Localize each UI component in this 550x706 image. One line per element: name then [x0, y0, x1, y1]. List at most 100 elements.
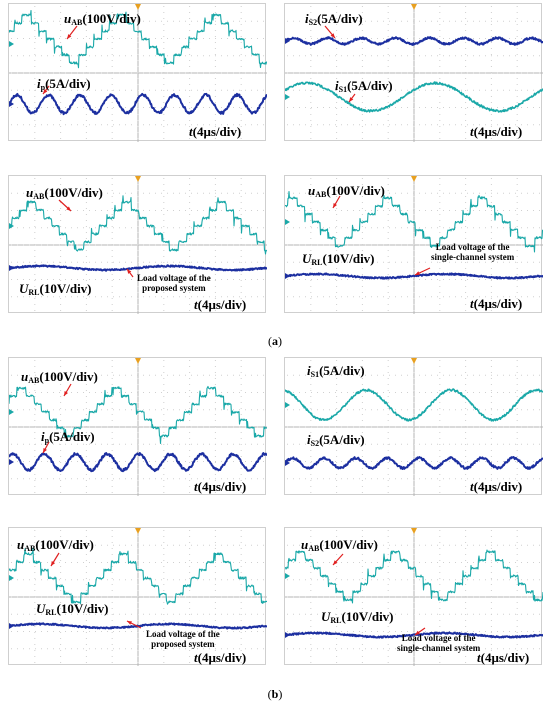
grid-dot: [209, 279, 210, 280]
grid-dot: [465, 626, 467, 627]
grid-dot: [17, 596, 18, 598]
grid-dot: [407, 544, 408, 546]
grid-dot: [465, 602, 467, 603]
grid-dot: [163, 366, 165, 367]
grid-dot: [336, 60, 338, 61]
grid-dot: [189, 372, 191, 373]
grid-dot: [359, 374, 360, 376]
grid-dot: [240, 48, 242, 49]
grid-dot: [516, 480, 518, 481]
grid-dot: [467, 631, 468, 632]
grid-dot: [491, 38, 492, 39]
grid-dot: [77, 20, 78, 22]
grid-dot: [317, 478, 318, 480]
grid-dot: [173, 124, 174, 126]
grid-dot: [179, 124, 180, 126]
grid-dot: [101, 279, 102, 280]
grid-dot: [125, 210, 126, 211]
grid-dot: [310, 396, 312, 397]
grid-dot: [516, 566, 518, 567]
grid-dot: [111, 250, 113, 251]
grid-dot: [85, 396, 87, 397]
grid-dot: [479, 244, 480, 246]
grid-dot: [240, 366, 242, 367]
grid-dot: [509, 461, 510, 462]
grid-dot: [111, 78, 113, 79]
grid-dot: [539, 392, 540, 393]
grid-dot: [60, 614, 62, 615]
grid-dot: [179, 562, 180, 563]
grid-dot: [35, 20, 36, 22]
grid-dot: [287, 631, 288, 632]
grid-dot: [377, 613, 378, 615]
grid-dot: [53, 374, 54, 376]
grid-dot: [516, 280, 518, 281]
grid-dot: [490, 304, 492, 305]
grid-dot: [490, 54, 492, 55]
grid-dot: [361, 632, 363, 633]
grid-dot: [137, 414, 139, 415]
grid-dot: [515, 579, 516, 581]
grid-dot: [407, 279, 408, 280]
grid-dot: [439, 620, 441, 621]
grid-dot: [527, 461, 528, 462]
grid-dot: [317, 244, 318, 246]
channel-marker: [9, 101, 14, 107]
grid-dot: [163, 202, 165, 203]
grid-dot: [465, 6, 467, 7]
grid-dot: [131, 244, 132, 246]
grid-dot: [23, 478, 24, 480]
grid-dot: [125, 596, 126, 598]
grid-dot: [111, 602, 113, 603]
grid-dot: [83, 544, 84, 546]
grid-dot: [60, 114, 62, 115]
grid-dot: [395, 89, 396, 91]
grid-dot: [137, 461, 138, 462]
grid-dot: [387, 608, 389, 609]
oscilloscope-grid: [285, 4, 543, 142]
grid-dot: [11, 562, 12, 563]
grid-dot: [431, 648, 432, 650]
grid-dot: [257, 409, 258, 411]
grid-dot: [516, 614, 518, 615]
grid-dot: [347, 210, 348, 211]
grid-dot: [111, 220, 113, 221]
grid-dot: [461, 227, 462, 229]
grid-dot: [419, 426, 420, 428]
grid-dot: [83, 20, 84, 22]
grid-dot: [240, 274, 242, 275]
grid-dot: [143, 613, 144, 615]
grid-dot: [47, 20, 48, 22]
grid-dot: [111, 444, 113, 445]
grid-dot: [41, 72, 42, 74]
grid-dot: [479, 227, 480, 229]
grid-dot: [490, 66, 492, 67]
grid-dot: [516, 626, 518, 627]
grid-dot: [389, 409, 390, 411]
grid-dot: [443, 296, 444, 298]
grid-dot: [365, 596, 366, 598]
grid-dot: [113, 374, 114, 376]
grid-dot: [516, 250, 518, 251]
grid-dot: [516, 590, 518, 591]
grid-dot: [361, 90, 363, 91]
scope-panel-b2: iS1(5A/div) iS2(5A/div) t(4μs/div): [284, 357, 543, 496]
grid-dot: [336, 474, 338, 475]
grid-dot: [233, 648, 234, 650]
grid-dot: [521, 107, 522, 108]
grid-dot: [387, 390, 389, 391]
grid-dot: [490, 554, 492, 555]
grid-dot: [336, 638, 338, 639]
grid-dot: [240, 286, 242, 287]
grid-dot: [240, 444, 242, 445]
grid-dot: [336, 6, 338, 7]
grid-dot: [361, 372, 363, 373]
grid-dot: [209, 648, 210, 650]
grid-dot: [439, 578, 441, 579]
grid-dot: [167, 261, 168, 263]
grid-dot: [449, 374, 450, 376]
grid-dot: [240, 420, 242, 421]
grid-dot: [60, 304, 62, 305]
grid-dot: [203, 227, 204, 229]
grid-dot: [439, 12, 441, 13]
